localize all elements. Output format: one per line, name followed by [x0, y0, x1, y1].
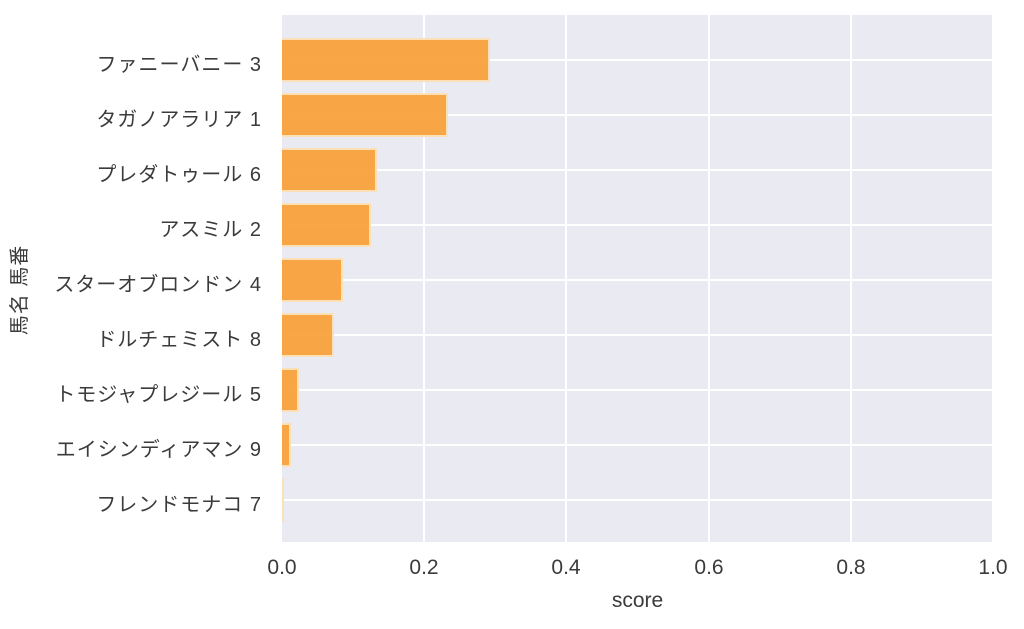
x-tick-labels: 0.0 0.2 0.4 0.6 0.8 1.0	[0, 556, 1024, 582]
vertical-gridline	[423, 15, 425, 542]
x-tick-label: 1.0	[978, 556, 1008, 579]
bar	[282, 368, 300, 412]
vertical-gridline	[708, 15, 710, 542]
horizontal-gridline	[282, 114, 993, 116]
vertical-gridline	[565, 15, 567, 542]
y-tick-label: アスミル 2	[159, 219, 262, 241]
bar	[282, 423, 292, 467]
bar	[282, 203, 371, 247]
horizontal-gridline	[282, 59, 993, 61]
y-tick-label: スターオブロンドン 4	[54, 274, 262, 296]
y-tick-label: エイシンディアマン 9	[55, 439, 262, 461]
bar	[282, 478, 284, 522]
y-tick-label: ファニーバニー 3	[96, 54, 262, 76]
y-tick-label: トモジャプレジール 5	[55, 384, 262, 406]
vertical-gridline	[850, 15, 852, 542]
vertical-gridline	[992, 15, 994, 542]
bar	[282, 148, 378, 192]
x-tick-label: 0.8	[836, 556, 866, 579]
horizontal-gridline	[282, 444, 993, 446]
x-tick-label: 0.0	[267, 556, 297, 579]
bar	[282, 38, 491, 82]
horizontal-gridline	[282, 279, 993, 281]
y-tick-labels: ファニーバニー 3 タガノアラリア 1 プレダトゥール 6 アスミル 2 スターオブロン…	[0, 15, 272, 542]
y-tick-label: フレンドモナコ 7	[96, 494, 262, 516]
bar	[282, 313, 334, 357]
y-tick-label: タガノアラリア 1	[96, 109, 262, 131]
x-tick-label: 0.4	[551, 556, 581, 579]
y-tick-label: プレダトゥール 6	[96, 164, 262, 186]
horizontal-gridline	[282, 224, 993, 226]
x-tick-label: 0.6	[694, 556, 724, 579]
horizontal-gridline	[282, 169, 993, 171]
plot-area	[282, 15, 994, 542]
bar	[282, 258, 344, 302]
bar	[282, 93, 448, 137]
x-axis-label: score	[611, 589, 664, 612]
x-tick-label: 0.2	[409, 556, 439, 579]
horizontal-gridline	[282, 389, 993, 391]
horizontal-gridline	[282, 334, 993, 336]
horizontal-gridline	[282, 499, 993, 501]
y-tick-label: ドルチェミスト 8	[96, 329, 262, 351]
